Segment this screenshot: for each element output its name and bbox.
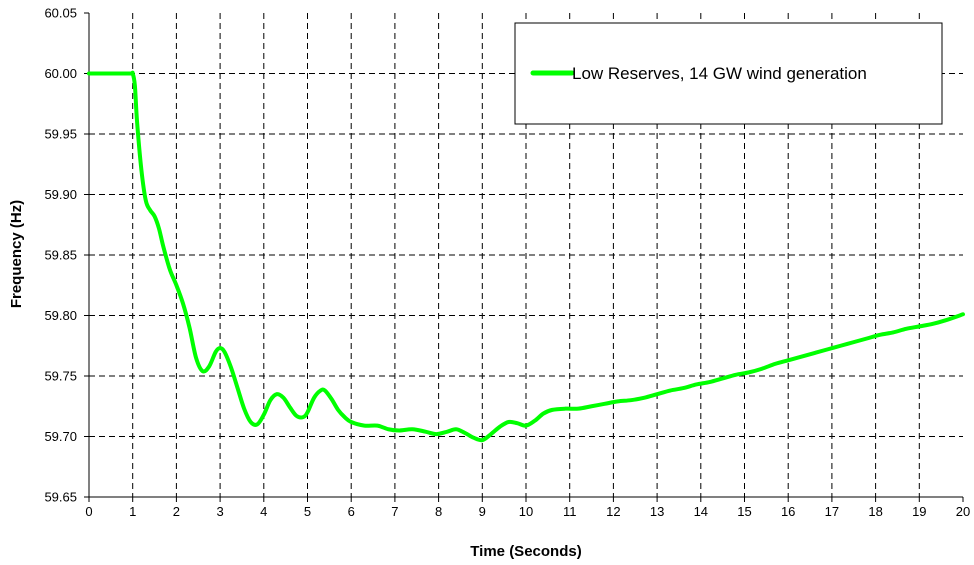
x-tick-label: 19 xyxy=(912,504,926,519)
y-tick-labels: 59.65 59.70 59.75 59.80 59.85 59.90 59.95 60.00… xyxy=(44,6,77,505)
x-tick-label: 20 xyxy=(956,504,970,519)
legend-box xyxy=(514,22,943,125)
x-tick-label: 12 xyxy=(606,504,620,519)
y-axis-title: Frequency (Hz) xyxy=(8,200,25,308)
series-line-0 xyxy=(87,70,965,443)
x-axis-title: Time (Seconds) xyxy=(470,543,581,560)
x-tick-label: 6 xyxy=(348,504,355,519)
y-tick-label: 59.85 xyxy=(44,248,77,263)
x-tick-label: 18 xyxy=(868,504,882,519)
x-tick-label: 13 xyxy=(650,504,664,519)
x-tick-label: 3 xyxy=(216,504,223,519)
legend: Low Reserves, 14 GW wind generation xyxy=(514,22,943,125)
x-tick-label: 5 xyxy=(304,504,311,519)
y-tick-label: 60.05 xyxy=(44,6,77,21)
x-tick-label: 9 xyxy=(479,504,486,519)
x-tick-label: 15 xyxy=(737,504,751,519)
y-tick-label: 59.90 xyxy=(44,187,77,202)
series-lines xyxy=(87,70,965,443)
x-tick-label: 14 xyxy=(694,504,708,519)
axes xyxy=(84,12,964,502)
y-tick-label: 59.70 xyxy=(44,429,77,444)
x-tick-labels: 0 1 2 3 4 5 6 7 8 9 10 11 12 13 14 15 16 17 18 19 20 xyxy=(85,504,970,519)
x-tick-label: 7 xyxy=(391,504,398,519)
y-tick-label: 60.00 xyxy=(44,66,77,81)
y-tick-label: 59.75 xyxy=(44,369,77,384)
x-tick-label: 8 xyxy=(435,504,442,519)
y-tick-label: 59.65 xyxy=(44,490,77,505)
x-tick-label: 11 xyxy=(563,504,577,519)
x-tick-label: 4 xyxy=(260,504,267,519)
x-tick-label: 2 xyxy=(173,504,180,519)
y-tick-label: 59.95 xyxy=(44,127,77,142)
x-tick-label: 16 xyxy=(781,504,795,519)
x-tick-label: 17 xyxy=(825,504,839,519)
x-tick-label: 1 xyxy=(129,504,136,519)
legend-entry-label: Low Reserves, 14 GW wind generation xyxy=(572,64,867,83)
x-tick-label: 10 xyxy=(519,504,533,519)
y-tick-label: 59.80 xyxy=(44,308,77,323)
x-tick-label: 0 xyxy=(85,504,92,519)
